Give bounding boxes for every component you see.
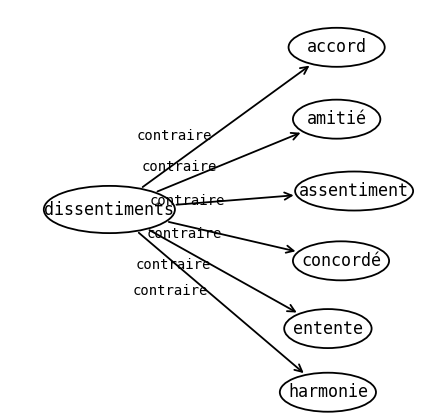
Ellipse shape	[295, 171, 413, 210]
Text: contraire: contraire	[142, 160, 217, 174]
Text: contraire: contraire	[146, 227, 222, 241]
Ellipse shape	[293, 241, 389, 280]
Ellipse shape	[280, 373, 376, 412]
Text: concordé: concordé	[301, 252, 381, 270]
Ellipse shape	[289, 28, 385, 67]
Ellipse shape	[44, 186, 175, 233]
Text: contraire: contraire	[150, 194, 225, 208]
Text: amitié: amitié	[307, 110, 367, 128]
Text: entente: entente	[293, 320, 363, 338]
Text: contraire: contraire	[136, 258, 211, 272]
Ellipse shape	[293, 100, 380, 139]
Text: harmonie: harmonie	[288, 383, 368, 401]
Text: contraire: contraire	[132, 285, 208, 298]
Text: assentiment: assentiment	[299, 182, 409, 200]
Text: accord: accord	[307, 38, 367, 56]
Text: dissentiments: dissentiments	[44, 201, 174, 218]
Ellipse shape	[284, 309, 372, 348]
Text: contraire: contraire	[137, 129, 212, 143]
